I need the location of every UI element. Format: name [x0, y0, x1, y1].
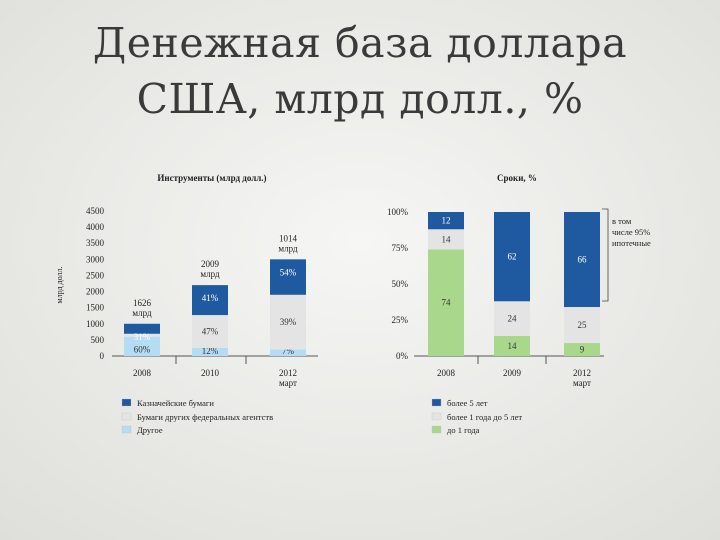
- chart1-legend-swatch: [121, 425, 132, 434]
- chart2-x-tick-label: 2008: [437, 368, 456, 378]
- chart1-bar-segment: [270, 349, 306, 356]
- chart1-y-tick-label: 4000: [86, 222, 105, 232]
- chart1-x-tick-label: 2012 март: [279, 368, 297, 388]
- chart2-data-label: 14: [508, 341, 518, 351]
- chart1-data-label: 31%: [134, 332, 151, 342]
- chart1-bar-segment: [192, 315, 228, 348]
- chart1-y-tick-label: 4500: [86, 206, 105, 216]
- chart1-data-label: 47%: [202, 327, 219, 337]
- chart1-y-tick-label: 1500: [86, 303, 105, 313]
- chart2-data-label: 66: [578, 255, 588, 265]
- chart1-data-label: 39%: [280, 317, 297, 327]
- chart1-legend-swatch: [121, 412, 132, 421]
- chart2-data-label: 12: [442, 216, 451, 226]
- chart2-title: Сроки, %: [497, 173, 537, 183]
- chart1-bar-segment: [192, 285, 228, 316]
- chart1-y-axis-label: млрд долл.: [55, 267, 64, 304]
- chart1-legend-label: Бумаги других федеральных агентств: [137, 412, 273, 422]
- chart2-data-label: 74: [442, 297, 452, 307]
- chart1-legend-swatch: [121, 398, 132, 407]
- chart1-data-label: 41%: [202, 293, 219, 303]
- chart1-y-tick-label: 2500: [86, 270, 105, 280]
- chart2-data-label: 62: [508, 252, 517, 262]
- chart1-title: Инструменты (млрд долл.): [157, 173, 266, 183]
- chart1-bar-segment: [124, 323, 160, 334]
- chart1-total-label: 1014 млрд: [278, 233, 298, 253]
- chart1-legend-label: Другое: [137, 425, 163, 435]
- chart2-y-tick-label: 50%: [392, 279, 409, 289]
- chart2-bar-segment: [494, 212, 530, 302]
- chart1-bar-segment: [124, 333, 160, 337]
- chart2-x-tick-label: 2012 март: [573, 368, 591, 388]
- chart2-y-tick-label: 25%: [392, 315, 409, 325]
- chart2-bar-segment: [428, 249, 464, 356]
- chart1-data-label: 12%: [202, 346, 219, 356]
- chart1-y-tick-label: 2000: [86, 287, 105, 297]
- chart1-total-label: 1626 млрд: [132, 298, 152, 318]
- chart1-y-tick-label: 3500: [86, 238, 105, 248]
- chart2-y-tick-label: 100%: [387, 207, 409, 217]
- chart2-bar-segment: [564, 307, 600, 344]
- chart1-y-tick-label: 0: [100, 351, 105, 361]
- chart2-bracket: [602, 208, 609, 302]
- chart2-annotation: в том числе 95% ипотечные: [612, 216, 651, 248]
- chart2-legend-label: более 1 года до 5 лет: [447, 412, 522, 422]
- chart2-bar-segment: [494, 301, 530, 336]
- chart2-legend-label: до 1 года: [447, 425, 480, 435]
- chart2-bar-segment: [564, 343, 600, 356]
- chart1-data-label: 54%: [280, 267, 297, 277]
- chart1-data-label: 60%: [134, 345, 151, 355]
- chart1-total-label: 2009 млрд: [200, 259, 220, 279]
- chart2-bar-segment: [494, 335, 530, 356]
- chart2-bar-segment: [428, 212, 464, 230]
- chart2-legend-swatch: [431, 412, 442, 421]
- chart2-data-label: 14: [442, 234, 452, 244]
- chart2-data-label: 25: [578, 320, 588, 330]
- chart2-data-label: 24: [508, 314, 518, 324]
- chart1-bar-segment: [124, 336, 160, 356]
- chart2-data-label: 9: [580, 345, 585, 355]
- slide-title-line-1: Денежная база доллара: [92, 19, 628, 67]
- chart1-y-tick-label: 1000: [86, 319, 105, 329]
- chart1-y-tick-label: 500: [91, 335, 105, 345]
- chart1-y-tick-label: 3000: [86, 254, 105, 264]
- chart2-legend-swatch: [431, 398, 442, 407]
- chart1-data-label: 7%: [282, 346, 295, 356]
- chart1-x-tick-label: 2010: [201, 368, 220, 378]
- chart2-x-tick-label: 2009: [503, 368, 522, 378]
- chart1-bar-segment: [192, 347, 228, 356]
- chart1-legend-label: Казначейские бумаги: [137, 398, 214, 408]
- chart2-y-tick-label: 0%: [396, 351, 409, 361]
- slide-title-line-2: США, млрд долл., %: [136, 75, 584, 123]
- chart2-bar-segment: [564, 212, 600, 308]
- chart1-x-tick-label: 2008: [133, 368, 152, 378]
- chart1-bar-segment: [270, 259, 306, 295]
- chart2-legend-swatch: [431, 425, 442, 434]
- chart1-bar-segment: [270, 294, 306, 350]
- chart2-y-tick-label: 75%: [392, 243, 409, 253]
- chart2-legend-label: более 5 лет: [447, 398, 488, 408]
- chart2-bar-segment: [428, 229, 464, 250]
